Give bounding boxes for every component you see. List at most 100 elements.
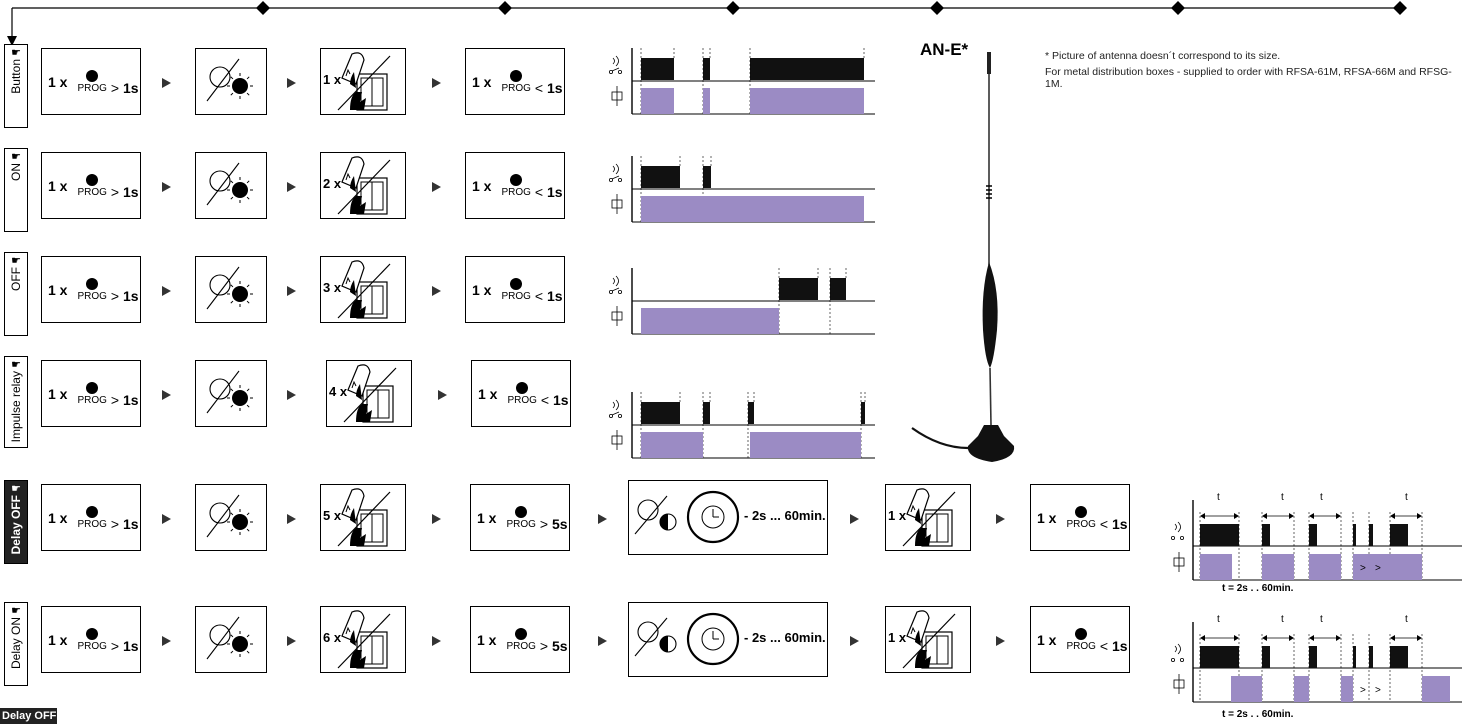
prog-release-box: 1 x PROG < 1s bbox=[465, 256, 565, 323]
prog-hold-box: 1 x PROG > 1s bbox=[41, 606, 141, 673]
flow-arrow bbox=[850, 636, 859, 646]
bulb-box bbox=[195, 360, 267, 427]
bulb-box bbox=[195, 484, 267, 551]
prog-duration: > 1s bbox=[111, 80, 139, 96]
prog-label: PROG bbox=[77, 640, 107, 652]
prog-seconds: 1s bbox=[553, 391, 569, 408]
tap-count-confirm: 1 x bbox=[888, 630, 907, 645]
prog-button: PROG bbox=[507, 381, 537, 406]
prog-operator: > bbox=[110, 287, 120, 304]
prog-operator: < bbox=[534, 183, 544, 200]
prog-label: PROG bbox=[501, 186, 531, 198]
flow-arrow bbox=[598, 636, 607, 646]
prog-operator: > bbox=[110, 515, 120, 532]
prog-button: PROG bbox=[77, 381, 107, 406]
prog-operator: < bbox=[540, 391, 550, 408]
connector-diamond bbox=[726, 1, 740, 15]
flow-arrow bbox=[432, 636, 441, 646]
prog-seconds: 1s bbox=[1112, 637, 1128, 654]
mode-tab-5[interactable]: ☛ Delay ON bbox=[4, 602, 28, 686]
prog-seconds: 5s bbox=[552, 515, 568, 532]
remote-control-icon bbox=[337, 52, 391, 111]
t-range-label: t = 2s . . 60min. bbox=[1222, 583, 1294, 594]
prog-label: PROG bbox=[77, 394, 107, 406]
prog-button: PROG bbox=[506, 627, 536, 652]
prog-button: PROG bbox=[77, 173, 107, 198]
prog-seconds: 1s bbox=[123, 391, 139, 408]
prog-seconds: 1s bbox=[547, 183, 563, 200]
prog-label: PROG bbox=[506, 640, 536, 652]
timing-chart-off bbox=[609, 268, 875, 335]
prog-seconds: 1s bbox=[547, 287, 563, 304]
mode-tab-2[interactable]: ☛ OFF bbox=[4, 252, 28, 336]
prog-duration: > 5s bbox=[540, 638, 568, 654]
mode-tab-3[interactable]: ☛ Impulse relay bbox=[4, 356, 28, 448]
bulb-box bbox=[195, 256, 267, 323]
prog-hold-box: 1 x PROG > 1s bbox=[41, 484, 141, 551]
prog-hold-box: 1 x PROG > 1s bbox=[41, 360, 141, 427]
prog-label: PROG bbox=[1066, 640, 1096, 652]
flow-arrow bbox=[287, 286, 296, 296]
timing-chart-impulse bbox=[609, 392, 875, 459]
remote-control-icon bbox=[343, 364, 397, 423]
flow-arrow bbox=[287, 78, 296, 88]
flow-arrow bbox=[287, 514, 296, 524]
prog-count: 1 x bbox=[477, 631, 497, 648]
prog-button: PROG bbox=[77, 277, 107, 302]
tap-count-confirm: 1 x bbox=[888, 508, 907, 523]
t-label: t bbox=[1320, 492, 1323, 503]
delay-range: - 2s ... 60min. bbox=[744, 630, 826, 645]
prog-label: PROG bbox=[77, 290, 107, 302]
corner-label: Delay OFF ♦ bbox=[0, 708, 57, 724]
connector-diamond bbox=[498, 1, 512, 15]
prog-count: 1 x bbox=[472, 177, 492, 194]
pointing-hand-icon: ☛ bbox=[11, 47, 21, 59]
prog-button: PROG bbox=[501, 173, 531, 198]
flow-arrow bbox=[996, 636, 1005, 646]
bulb-box bbox=[195, 152, 267, 219]
footnote-line-1: * Picture of antenna doesn´t correspond … bbox=[1045, 50, 1281, 62]
prog-operator: < bbox=[1099, 515, 1109, 532]
timing-chart-delay-on: > > bbox=[1171, 622, 1462, 703]
prog-button: PROG bbox=[1066, 627, 1096, 652]
remote-control-icon bbox=[337, 156, 391, 215]
antenna-title: AN-E* bbox=[920, 40, 969, 59]
prog-button-icon bbox=[1075, 627, 1088, 640]
mode-tab-1[interactable]: ☛ ON bbox=[4, 148, 28, 232]
t-label: t bbox=[1405, 492, 1408, 503]
bulb-icon bbox=[206, 494, 253, 538]
tap-count: 1 x bbox=[323, 72, 342, 87]
flow-arrow bbox=[850, 514, 859, 524]
bulb-box bbox=[195, 48, 267, 115]
prog-label: PROG bbox=[506, 518, 536, 530]
bulb-icon bbox=[206, 370, 253, 414]
gt-label: > bbox=[1375, 563, 1381, 574]
bulb-icon bbox=[206, 266, 253, 310]
prog-button-icon bbox=[510, 69, 523, 82]
delay-range: - 2s ... 60min. bbox=[744, 508, 826, 523]
flow-arrow bbox=[162, 514, 171, 524]
flow-arrow bbox=[432, 286, 441, 296]
prog-duration: < 1s bbox=[535, 288, 563, 304]
prog-button: PROG bbox=[77, 627, 107, 652]
prog-seconds: 1s bbox=[123, 79, 139, 96]
t-range-label: t = 2s . . 60min. bbox=[1222, 709, 1294, 720]
mode-tab-0[interactable]: ☛ Button bbox=[4, 44, 28, 128]
prog-duration: > 1s bbox=[111, 184, 139, 200]
tap-count: 5 x bbox=[323, 508, 342, 523]
connector-diamond bbox=[1393, 1, 1407, 15]
prog-count: 1 x bbox=[1037, 509, 1057, 526]
flow-arrow bbox=[287, 182, 296, 192]
prog-button-icon bbox=[510, 277, 523, 290]
prog-operator: < bbox=[534, 287, 544, 304]
prog-count: 1 x bbox=[48, 281, 68, 298]
prog-button: PROG bbox=[1066, 505, 1096, 530]
flow-arrow bbox=[432, 78, 441, 88]
clock-icon bbox=[686, 612, 740, 666]
prog-button: PROG bbox=[77, 505, 107, 530]
mode-tab-4[interactable]: ☛ Delay OFF bbox=[4, 480, 28, 564]
timing-chart-delay-off: > > bbox=[1171, 500, 1462, 581]
clock-icon bbox=[686, 490, 740, 544]
prog-label: PROG bbox=[1066, 518, 1096, 530]
